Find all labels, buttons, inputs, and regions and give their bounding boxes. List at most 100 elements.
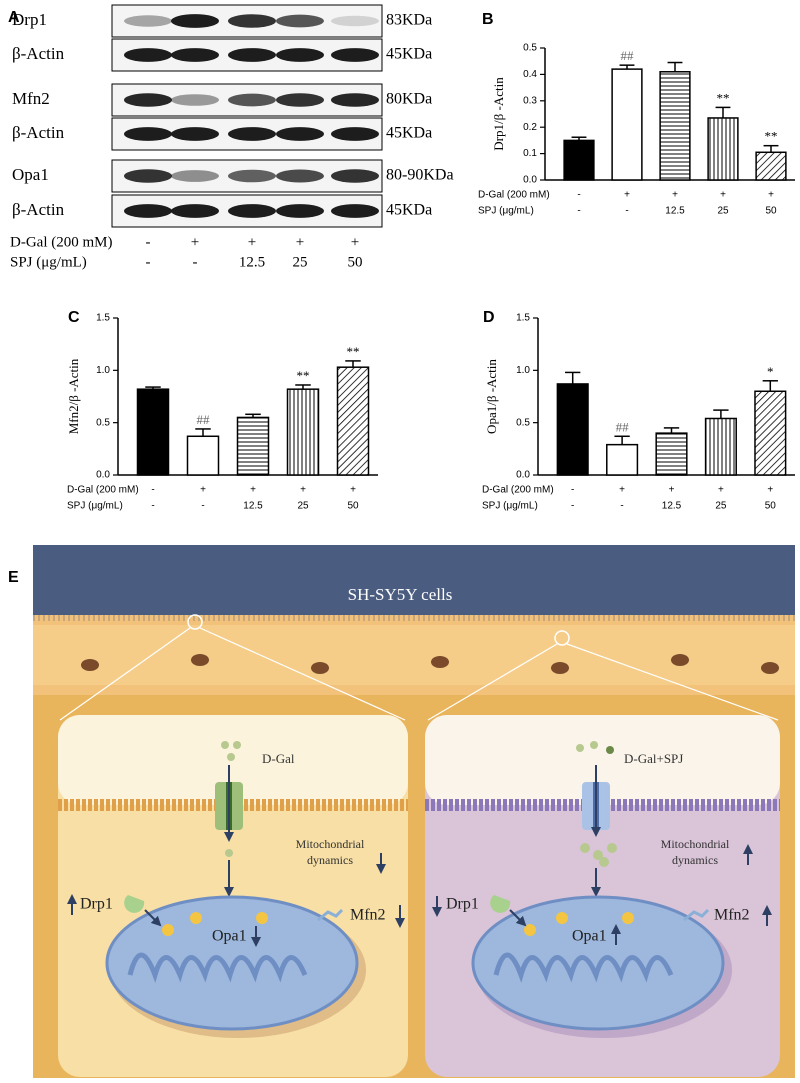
size-label: 45KDa: [386, 46, 432, 63]
significance: **: [717, 90, 730, 105]
x-row-value: -: [577, 190, 580, 201]
drp1: Drp1: [446, 896, 479, 913]
significance: **: [347, 344, 360, 359]
band: [171, 48, 219, 62]
panel-letter: D: [483, 309, 495, 326]
band: [331, 93, 379, 107]
mechanism-diagram: E: [8, 545, 795, 1078]
treatment-value: 12.5: [239, 254, 265, 270]
x-row-value: 12.5: [665, 206, 685, 217]
bar: [336, 366, 370, 476]
opa1: Opa1: [212, 928, 247, 945]
band: [276, 14, 324, 28]
dynamics: dynamics: [307, 853, 353, 867]
band: [171, 127, 219, 141]
treatment-value: -: [146, 234, 151, 250]
y-tick-label: 0.5: [516, 417, 530, 428]
x-row-value: 25: [717, 206, 729, 217]
x-row-value: 12.5: [243, 501, 263, 512]
x-row-value: +: [350, 485, 356, 496]
x-row-value: 50: [765, 501, 777, 512]
band: [228, 204, 276, 218]
y-tick-label: 0.0: [523, 175, 537, 186]
band: [276, 204, 324, 218]
band: [228, 169, 276, 183]
band: [228, 127, 276, 141]
band: [124, 127, 172, 141]
y-tick-label: 1.0: [96, 365, 110, 376]
panel-letter: E: [8, 569, 19, 586]
y-tick-label: 0.0: [96, 470, 110, 481]
x-row-value: +: [718, 485, 724, 496]
significance: ##: [197, 412, 211, 427]
protein-label: Opa1: [12, 165, 49, 184]
significance: **: [297, 368, 310, 383]
bar: [611, 68, 643, 181]
x-row-value: +: [624, 190, 630, 201]
y-tick-label: 0.2: [523, 122, 537, 133]
band: [171, 204, 219, 218]
bar: [236, 416, 270, 476]
dynamics: dynamics: [672, 853, 718, 867]
bar: [606, 443, 639, 476]
stimulus: D-Gal: [262, 751, 295, 766]
x-row-label: D-Gal (200 mM): [67, 485, 139, 496]
band: [331, 127, 379, 141]
treatment-value: 50: [348, 254, 363, 270]
y-tick-label: 0.0: [516, 470, 530, 481]
bar: [659, 71, 691, 181]
band: [228, 93, 276, 107]
band: [171, 170, 219, 182]
x-row-label: SPJ (μg/mL): [67, 501, 123, 512]
band: [124, 48, 172, 62]
x-row-value: -: [577, 206, 580, 217]
band: [228, 48, 276, 62]
x-row-value: +: [619, 485, 625, 496]
y-tick-label: 0.5: [96, 417, 110, 428]
x-row-value: +: [300, 485, 306, 496]
size-label: 80KDa: [386, 91, 432, 108]
x-row-label: SPJ (μg/mL): [478, 206, 534, 217]
band: [228, 14, 276, 28]
opa1: Opa1: [572, 928, 607, 945]
y-tick-label: 1.5: [96, 313, 110, 324]
treatment-label: SPJ (μg/mL): [10, 254, 87, 270]
significance: ##: [616, 419, 630, 434]
treatment-value: +: [351, 234, 359, 250]
band: [171, 94, 219, 106]
band: [331, 15, 379, 27]
y-axis-label: Drp1/β -Actin: [491, 77, 506, 151]
panel-letter: A: [8, 9, 20, 26]
bar: [755, 151, 787, 181]
bar: [556, 383, 589, 476]
direction-arrows: [67, 844, 772, 947]
x-row-value: 12.5: [662, 501, 682, 512]
x-row-value: -: [571, 485, 574, 496]
stimulus: D-Gal+SPJ: [624, 751, 683, 766]
x-row-label: D-Gal (200 mM): [482, 485, 554, 496]
drp1: Drp1: [80, 896, 113, 913]
x-row-value: -: [620, 501, 623, 512]
y-tick-label: 0.5: [523, 43, 537, 54]
band: [276, 93, 324, 107]
bar: [655, 432, 688, 476]
band: [124, 93, 172, 107]
x-row-value: +: [767, 485, 773, 496]
y-tick-label: 1.0: [516, 365, 530, 376]
x-row-value: +: [768, 190, 774, 201]
treatment-value: +: [191, 234, 199, 250]
band: [171, 14, 219, 28]
x-row-value: -: [151, 485, 154, 496]
band: [331, 48, 379, 62]
x-row-value: 25: [715, 501, 727, 512]
band: [124, 204, 172, 218]
treatment-value: -: [146, 254, 151, 270]
treatment-value: +: [248, 234, 256, 250]
band: [331, 204, 379, 218]
x-row-value: 50: [765, 206, 777, 217]
treatment-value: +: [296, 234, 304, 250]
dynamics: Mitochondrial: [661, 837, 730, 851]
band: [276, 48, 324, 62]
protein-label: β-Actin: [12, 123, 65, 142]
